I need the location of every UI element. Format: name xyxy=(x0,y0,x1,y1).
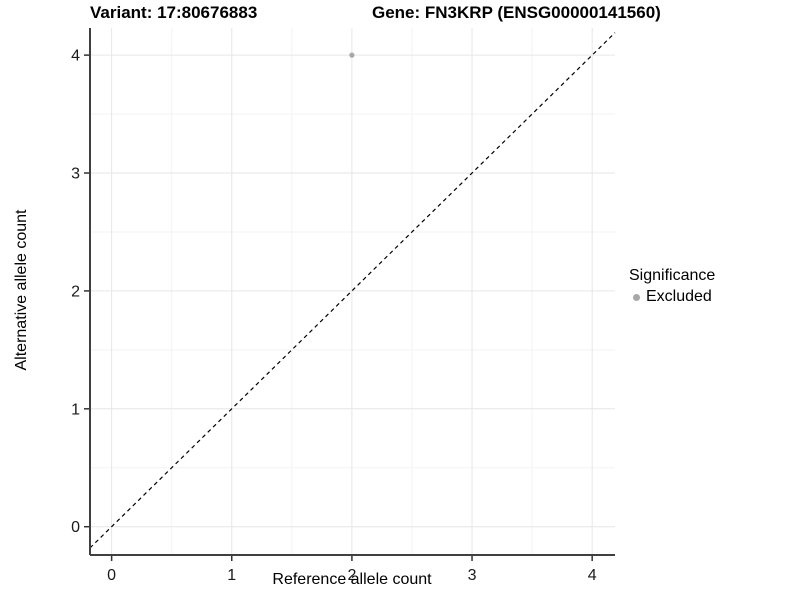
x-tick-label: 4 xyxy=(588,567,597,584)
legend-item-excluded: Excluded xyxy=(629,288,715,306)
y-tick-label: 0 xyxy=(71,519,80,536)
variant-title: Variant: 17:80676883 xyxy=(90,3,258,22)
x-tick-label: 0 xyxy=(107,567,116,584)
x-tick-label: 2 xyxy=(347,567,356,584)
y-tick-label: 3 xyxy=(71,166,80,183)
gene-title: Gene: FN3KRP (ENSG00000141560) xyxy=(372,3,661,22)
legend: Significance Excluded xyxy=(629,267,715,306)
x-tick-label: 1 xyxy=(227,567,236,584)
y-tick-label: 1 xyxy=(71,401,80,418)
data-point-excluded xyxy=(349,52,355,58)
y-tick-label: 4 xyxy=(71,48,80,65)
y-tick-label: 2 xyxy=(71,283,80,300)
y-axis-title: Alternative allele count xyxy=(13,209,30,371)
excluded-point-swatch xyxy=(633,293,640,301)
x-axis-title: Reference allele count xyxy=(272,571,432,588)
legend-title: Significance xyxy=(629,267,716,284)
identity-dashed-line xyxy=(89,32,616,549)
x-tick-label: 3 xyxy=(468,567,477,584)
legend-item-label: Excluded xyxy=(646,288,712,305)
